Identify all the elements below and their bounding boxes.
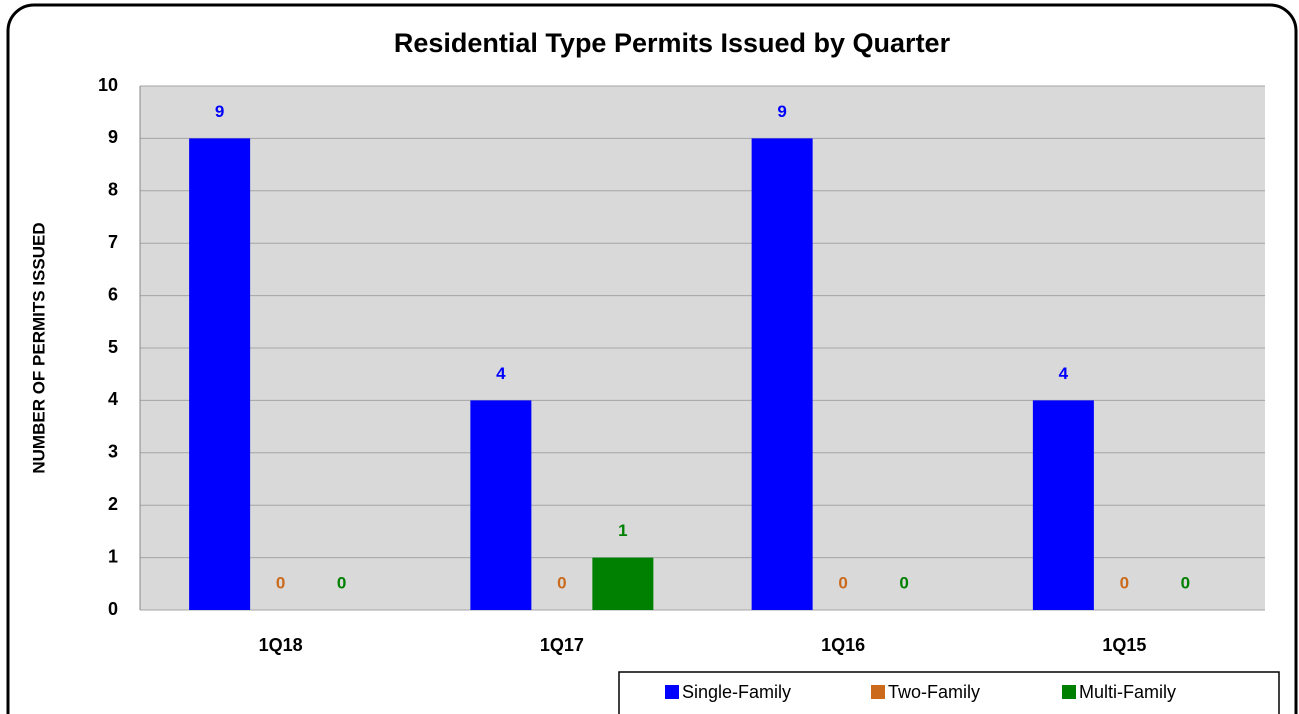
y-tick-label: 3 (108, 442, 118, 462)
x-tick-label: 1Q16 (821, 635, 865, 655)
data-label: 0 (276, 573, 285, 592)
legend-swatch (871, 685, 885, 699)
data-label: 0 (1181, 573, 1190, 592)
data-label: 9 (215, 102, 224, 121)
legend-label: Multi-Family (1079, 682, 1176, 702)
data-label: 0 (1120, 573, 1129, 592)
legend-swatch (1062, 685, 1076, 699)
data-label: 0 (899, 573, 908, 592)
x-tick-label: 1Q15 (1102, 635, 1146, 655)
bar (189, 138, 251, 610)
y-tick-label: 2 (108, 494, 118, 514)
y-axis-label: NUMBER OF PERMITS ISSUED (29, 222, 48, 473)
y-tick-label: 9 (108, 127, 118, 147)
legend-label: Single-Family (682, 682, 791, 702)
y-tick-label: 5 (108, 337, 118, 357)
x-tick-label: 1Q18 (259, 635, 303, 655)
y-tick-label: 6 (108, 284, 118, 304)
data-label: 0 (337, 573, 346, 592)
data-label: 0 (557, 573, 566, 592)
data-label: 4 (1059, 364, 1069, 383)
bar (751, 138, 813, 610)
data-label: 1 (618, 521, 627, 540)
x-tick-label: 1Q17 (540, 635, 584, 655)
legend-swatch (665, 685, 679, 699)
y-tick-label: 8 (108, 180, 118, 200)
y-tick-label: 4 (108, 389, 118, 409)
y-tick-label: 10 (98, 75, 118, 95)
y-tick-label: 0 (108, 599, 118, 619)
data-label: 4 (496, 364, 506, 383)
bar (1032, 400, 1094, 610)
y-tick-label: 7 (108, 232, 118, 252)
chart-title: Residential Type Permits Issued by Quart… (394, 28, 951, 58)
legend-label: Two-Family (888, 682, 980, 702)
data-label: 9 (777, 102, 786, 121)
legend-box (618, 671, 1280, 714)
y-tick-label: 1 (108, 546, 118, 566)
bar (592, 557, 654, 610)
data-label: 0 (838, 573, 847, 592)
bar (470, 400, 532, 610)
